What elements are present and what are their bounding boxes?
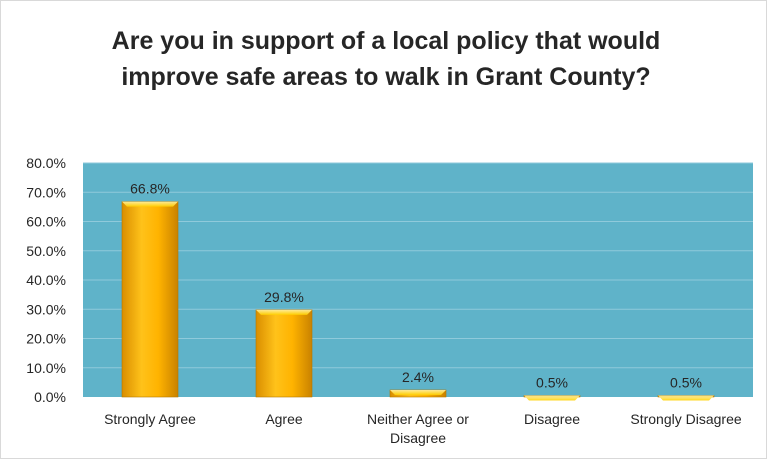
- bar-cap: [122, 201, 178, 207]
- data-label: 0.5%: [670, 375, 702, 391]
- y-tick-label: 60.0%: [26, 214, 66, 230]
- data-label: 66.8%: [130, 181, 170, 197]
- x-tick-label: Disagree: [524, 411, 580, 427]
- bar: [255, 309, 313, 398]
- bar-cap: [256, 309, 312, 315]
- y-tick-label: 10.0%: [26, 360, 66, 376]
- bars: 66.8% 29.8% 2.4% 0.5% 0.5%: [121, 181, 715, 401]
- y-tick-label: 40.0%: [26, 272, 66, 288]
- gridlines: [83, 162, 753, 369]
- y-tick-label: 0.0%: [34, 389, 66, 405]
- chart-title: Are you in support of a local policy tha…: [111, 27, 661, 91]
- x-tick-label: Agree: [265, 411, 303, 427]
- y-axis: 0.0% 10.0% 20.0% 30.0% 40.0% 50.0% 60.0% 70.0% 8…: [26, 155, 66, 405]
- bar-cap: [390, 389, 446, 395]
- bar-cap: [524, 395, 580, 401]
- x-tick-label: Strongly Agree: [104, 411, 196, 427]
- data-label: 0.5%: [536, 375, 568, 391]
- data-label: 2.4%: [402, 369, 434, 385]
- y-tick-label: 30.0%: [26, 301, 66, 317]
- x-tick-label: Neither Agree or Disagree: [367, 411, 469, 446]
- y-tick-label: 80.0%: [26, 155, 66, 171]
- y-tick-label: 70.0%: [26, 184, 66, 200]
- bar-cap: [658, 395, 714, 401]
- data-label: 29.8%: [264, 289, 304, 305]
- y-tick-label: 20.0%: [26, 331, 66, 347]
- bar: [121, 201, 179, 398]
- x-axis: Strongly Agree Agree Neither Agree or Disag…: [104, 411, 742, 446]
- y-tick-label: 50.0%: [26, 243, 66, 259]
- x-tick-label: Strongly Disagree: [630, 411, 741, 427]
